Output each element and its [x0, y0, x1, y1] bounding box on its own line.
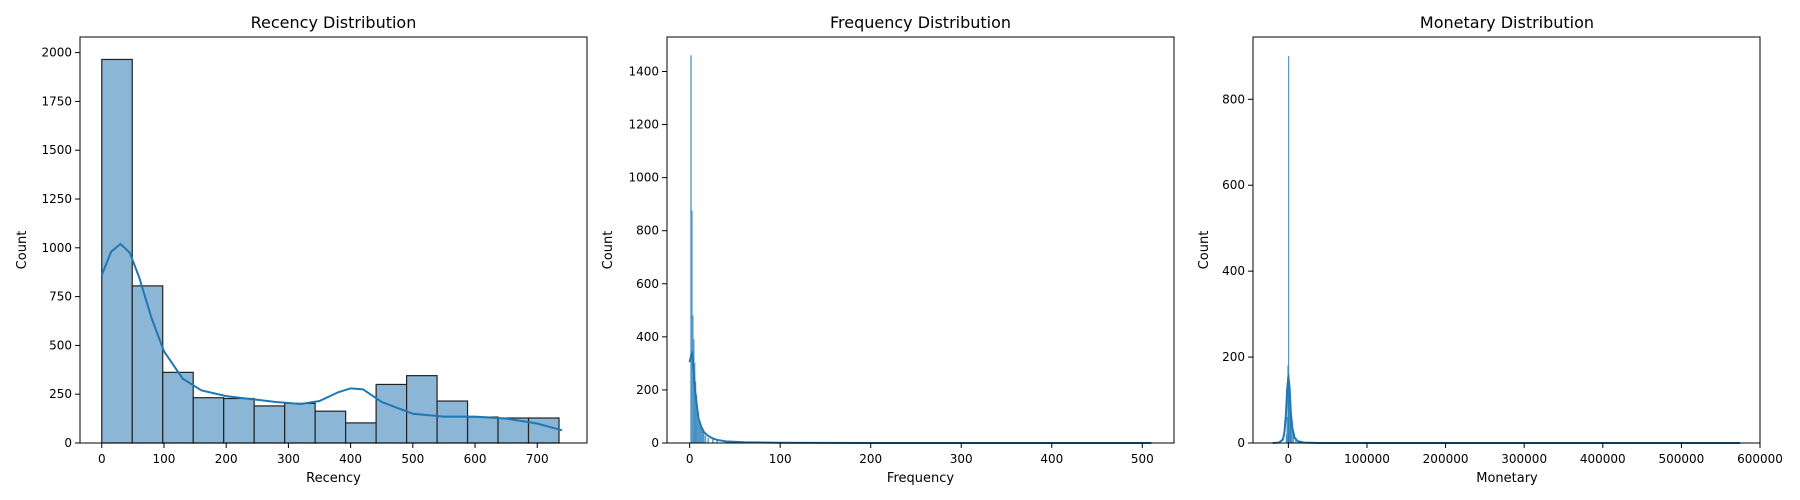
- recency-x-tick-label: 200: [215, 452, 238, 466]
- frequency-x-tick-label: 100: [769, 452, 792, 466]
- monetary-chart-panel: Monetary Distribution Monetary Count 0 10…: [1197, 13, 1783, 486]
- recency-x-tick-label: 100: [153, 452, 176, 466]
- monetary-axes-frame: [1252, 36, 1761, 444]
- monetary-x-tick-label: 600000: [1737, 452, 1783, 466]
- frequency-x-axis-label: Frequency: [887, 471, 954, 486]
- recency-y-tick-label: 500: [49, 338, 72, 352]
- frequency-y-tick-label: 800: [636, 224, 659, 238]
- monetary-kde-line: [1272, 376, 1741, 444]
- monetary-y-axis-label: Count: [1197, 231, 1212, 270]
- recency-x-tick-label: 400: [339, 452, 362, 466]
- recency-y-axis-label: Count: [15, 231, 30, 270]
- frequency-histogram-bar: [704, 435, 707, 444]
- recency-chart-title: Recency Distribution: [251, 13, 417, 32]
- recency-y-tick-label: 1500: [41, 143, 72, 157]
- monetary-y-tick-label: 600: [1222, 178, 1245, 192]
- recency-x-tick-label: 600: [464, 452, 487, 466]
- frequency-y-tick-label: 1000: [628, 171, 659, 185]
- recency-histogram-bar: [192, 397, 225, 444]
- recency-histogram-bar: [527, 417, 560, 444]
- recency-histogram-bar: [131, 285, 164, 444]
- recency-histogram-bar: [314, 410, 347, 444]
- recency-histogram-bar: [284, 402, 316, 444]
- recency-axes-frame: [79, 36, 588, 444]
- monetary-y-tick-label: 400: [1222, 264, 1245, 278]
- recency-chart-panel: Recency Distribution Recency Count 0 100 2…: [15, 13, 588, 486]
- monetary-x-tick-label: 300000: [1501, 452, 1547, 466]
- recency-y-tick-label: 2000: [41, 46, 72, 60]
- monetary-y-tick-label: 800: [1222, 92, 1245, 106]
- recency-x-tick-label: 300: [277, 452, 300, 466]
- frequency-chart-title: Frequency Distribution: [830, 13, 1011, 32]
- recency-y-tick-label: 1000: [41, 241, 72, 255]
- recency-histogram-bar: [253, 405, 286, 444]
- frequency-x-tick-label: 200: [859, 452, 882, 466]
- monetary-x-tick-label: 500000: [1658, 452, 1704, 466]
- recency-y-tick-label: 1250: [41, 192, 72, 206]
- recency-histogram-bar: [466, 416, 499, 444]
- recency-x-tick-label: 700: [526, 452, 549, 466]
- recency-histogram-bar: [436, 400, 469, 444]
- monetary-x-axis-label: Monetary: [1476, 471, 1538, 486]
- frequency-kde-line: [688, 349, 1152, 444]
- frequency-y-tick-label: 400: [636, 330, 659, 344]
- frequency-chart-panel: Frequency Distribution Frequency Count 0…: [601, 13, 1175, 486]
- frequency-x-tick-label: 500: [1131, 452, 1154, 466]
- monetary-x-tick-label: 100000: [1344, 452, 1390, 466]
- frequency-histogram-bar: [703, 433, 705, 444]
- monetary-histogram-bar: [1285, 434, 1287, 444]
- frequency-axes-frame: [666, 36, 1175, 444]
- monetary-chart-title: Monetary Distribution: [1420, 13, 1594, 32]
- frequency-x-tick-label: 400: [1040, 452, 1063, 466]
- frequency-y-tick-label: 0: [651, 436, 659, 450]
- recency-x-tick-label: 0: [98, 452, 106, 466]
- monetary-histogram-bar: [1286, 417, 1288, 444]
- recency-y-tick-label: 0: [64, 436, 72, 450]
- recency-x-axis-label: Recency: [306, 471, 361, 486]
- recency-y-tick-label: 250: [49, 387, 72, 401]
- frequency-histogram-bar: [707, 438, 709, 444]
- recency-histogram-bar: [345, 422, 377, 444]
- frequency-x-tick-label: 300: [950, 452, 973, 466]
- recency-kde-line: [100, 242, 563, 432]
- recency-histogram-bar: [375, 383, 408, 444]
- monetary-y-tick-label: 0: [1237, 436, 1245, 450]
- recency-histogram-bar: [405, 375, 438, 444]
- frequency-y-tick-label: 200: [636, 383, 659, 397]
- monetary-x-tick-label: 0: [1285, 452, 1293, 466]
- frequency-y-axis-label: Count: [601, 231, 616, 270]
- frequency-y-tick-label: 600: [636, 277, 659, 291]
- frequency-y-tick-label: 1400: [628, 64, 659, 78]
- frequency-y-tick-label: 1200: [628, 118, 659, 132]
- recency-histogram-bar: [162, 371, 194, 444]
- recency-y-tick-label: 750: [49, 290, 72, 304]
- recency-histogram-bar: [223, 397, 255, 444]
- monetary-x-tick-label: 200000: [1423, 452, 1469, 466]
- monetary-y-tick-label: 200: [1222, 350, 1245, 364]
- monetary-x-tick-label: 400000: [1580, 452, 1626, 466]
- recency-y-tick-label: 1750: [41, 94, 72, 108]
- frequency-x-tick-label: 0: [686, 452, 694, 466]
- recency-x-tick-label: 500: [401, 452, 424, 466]
